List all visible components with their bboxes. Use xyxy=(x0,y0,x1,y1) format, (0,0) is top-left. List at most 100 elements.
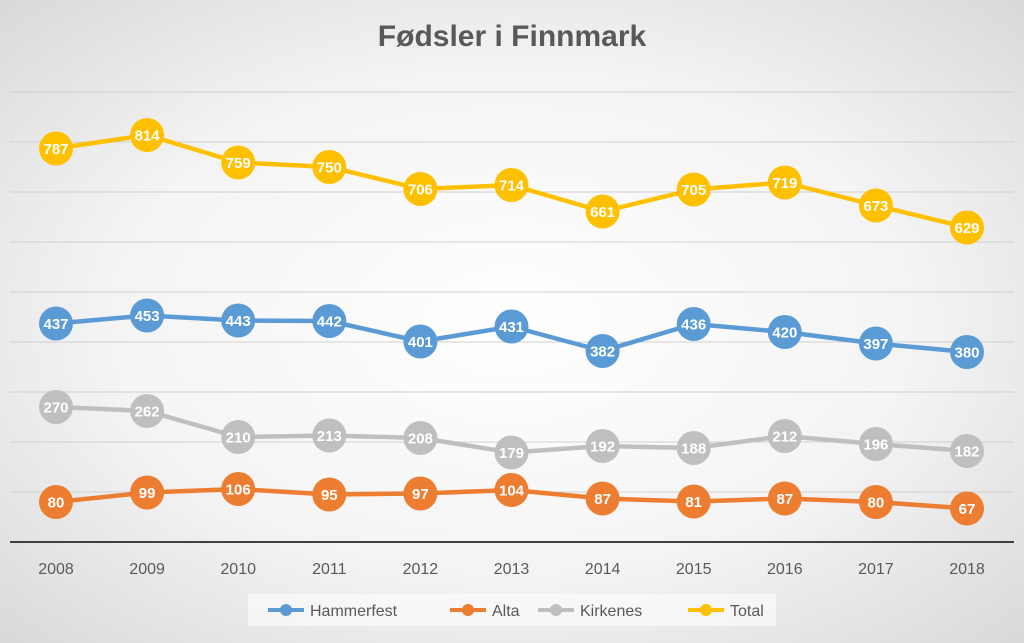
data-label-kirkenes: 210 xyxy=(226,430,251,447)
x-tick-label: 2012 xyxy=(403,561,439,578)
data-point-hammerfest xyxy=(312,304,347,338)
data-label-alta: 87 xyxy=(776,491,793,508)
data-point-alta xyxy=(403,476,438,511)
data-label-hammerfest: 437 xyxy=(43,316,68,333)
legend-label: Total xyxy=(730,603,764,620)
data-point-hammerfest xyxy=(130,298,165,333)
data-label-alta: 81 xyxy=(685,494,702,511)
series-hammerfest: 437 453 443 442 401 431 382 436 420 397 380 xyxy=(39,298,984,369)
data-point-total xyxy=(403,172,438,206)
data-label-kirkenes: 196 xyxy=(863,437,888,454)
data-label-alta: 95 xyxy=(321,487,338,504)
series-lines: 437 453 443 442 401 431 382 436 420 397 380 80 99 106… xyxy=(39,118,984,526)
data-label-hammerfest: 397 xyxy=(863,336,888,353)
data-point-kirkenes xyxy=(767,419,802,453)
data-label-hammerfest: 436 xyxy=(681,317,706,334)
data-label-kirkenes: 182 xyxy=(954,444,979,461)
data-label-kirkenes: 192 xyxy=(590,439,615,456)
series-total: 787 814 759 750 706 714 661 705 719 673 629 xyxy=(39,118,984,245)
data-label-kirkenes: 188 xyxy=(681,441,706,458)
legend-marker xyxy=(462,604,474,616)
data-point-hammerfest xyxy=(494,309,529,344)
x-tick-label: 2017 xyxy=(858,561,894,578)
data-label-hammerfest: 453 xyxy=(135,308,160,325)
x-tick-label: 2011 xyxy=(312,561,347,578)
data-point-hammerfest xyxy=(767,315,802,349)
x-tick-label: 2016 xyxy=(767,561,803,578)
x-tick-label: 2009 xyxy=(129,561,165,578)
data-point-kirkenes xyxy=(950,434,984,468)
data-label-total: 787 xyxy=(43,141,68,158)
data-point-kirkenes xyxy=(858,427,893,461)
data-label-total: 759 xyxy=(226,155,251,172)
data-label-hammerfest: 382 xyxy=(590,344,615,361)
series-kirkenes: 270 262 210 213 208 179 192 188 212 196 182 xyxy=(39,390,984,470)
data-point-kirkenes xyxy=(676,431,711,465)
gridlines xyxy=(10,91,1014,493)
data-label-alta: 97 xyxy=(412,486,429,503)
data-label-total: 714 xyxy=(499,178,525,195)
data-point-alta xyxy=(858,485,893,519)
legend-item-total: Total xyxy=(688,603,764,620)
data-label-total: 661 xyxy=(590,204,615,221)
x-tick-label: 2010 xyxy=(220,561,256,578)
data-label-total: 629 xyxy=(954,220,979,237)
data-label-kirkenes: 270 xyxy=(43,400,68,417)
data-label-total: 814 xyxy=(135,128,161,145)
data-point-hammerfest xyxy=(950,335,984,369)
data-point-total xyxy=(676,172,711,207)
data-label-alta: 104 xyxy=(499,483,525,500)
data-point-kirkenes xyxy=(312,418,347,453)
data-point-alta xyxy=(676,484,711,519)
x-axis: 2008 2009 2010 2011 2012 2013 2014 2015 2016 2017… xyxy=(10,541,1014,578)
chart-title: Fødsler i Finnmark xyxy=(377,20,647,53)
legend-marker xyxy=(700,604,712,616)
data-label-alta: 80 xyxy=(868,495,885,512)
data-point-total xyxy=(767,165,802,200)
data-point-alta xyxy=(585,481,620,516)
x-tick-label: 2018 xyxy=(949,561,985,578)
data-label-hammerfest: 443 xyxy=(226,313,251,330)
data-point-total xyxy=(494,168,529,202)
data-point-hammerfest xyxy=(676,307,711,341)
data-label-total: 719 xyxy=(772,175,797,192)
legend-item-alta: Alta xyxy=(450,603,520,620)
data-label-hammerfest: 431 xyxy=(499,319,524,336)
data-label-kirkenes: 262 xyxy=(135,404,160,421)
data-point-hammerfest xyxy=(858,326,893,361)
data-point-total xyxy=(221,145,256,180)
data-label-total: 750 xyxy=(317,160,342,177)
data-label-kirkenes: 212 xyxy=(772,429,797,446)
data-label-alta: 87 xyxy=(594,491,611,508)
data-label-alta: 67 xyxy=(959,501,976,518)
data-point-kirkenes xyxy=(39,390,73,424)
data-point-alta xyxy=(312,477,347,512)
data-point-hammerfest xyxy=(221,303,256,338)
data-label-total: 705 xyxy=(681,182,706,199)
legend-item-hammerfest: Hammerfest xyxy=(268,603,398,620)
data-label-hammerfest: 442 xyxy=(317,314,342,331)
data-point-alta xyxy=(130,475,165,510)
legend-item-kirkenes: Kirkenes xyxy=(538,603,642,620)
data-label-alta: 106 xyxy=(226,482,251,499)
data-label-alta: 80 xyxy=(48,495,65,512)
data-point-total xyxy=(585,194,620,229)
data-point-total xyxy=(858,188,893,223)
data-point-alta xyxy=(494,473,529,507)
series-alta: 80 99 106 95 97 104 87 81 87 80 67 xyxy=(39,472,984,526)
legend-label: Hammerfest xyxy=(310,603,398,620)
data-point-total xyxy=(312,150,347,184)
legend-marker xyxy=(280,604,292,616)
data-label-alta: 99 xyxy=(139,485,156,502)
data-label-kirkenes: 179 xyxy=(499,445,524,462)
data-label-total: 673 xyxy=(863,198,888,215)
data-label-hammerfest: 420 xyxy=(772,325,797,342)
data-point-kirkenes xyxy=(130,394,165,428)
data-point-alta xyxy=(950,491,984,526)
data-label-total: 706 xyxy=(408,182,433,199)
data-point-total xyxy=(130,118,165,152)
x-tick-label: 2013 xyxy=(494,561,530,578)
data-label-hammerfest: 380 xyxy=(954,345,979,362)
